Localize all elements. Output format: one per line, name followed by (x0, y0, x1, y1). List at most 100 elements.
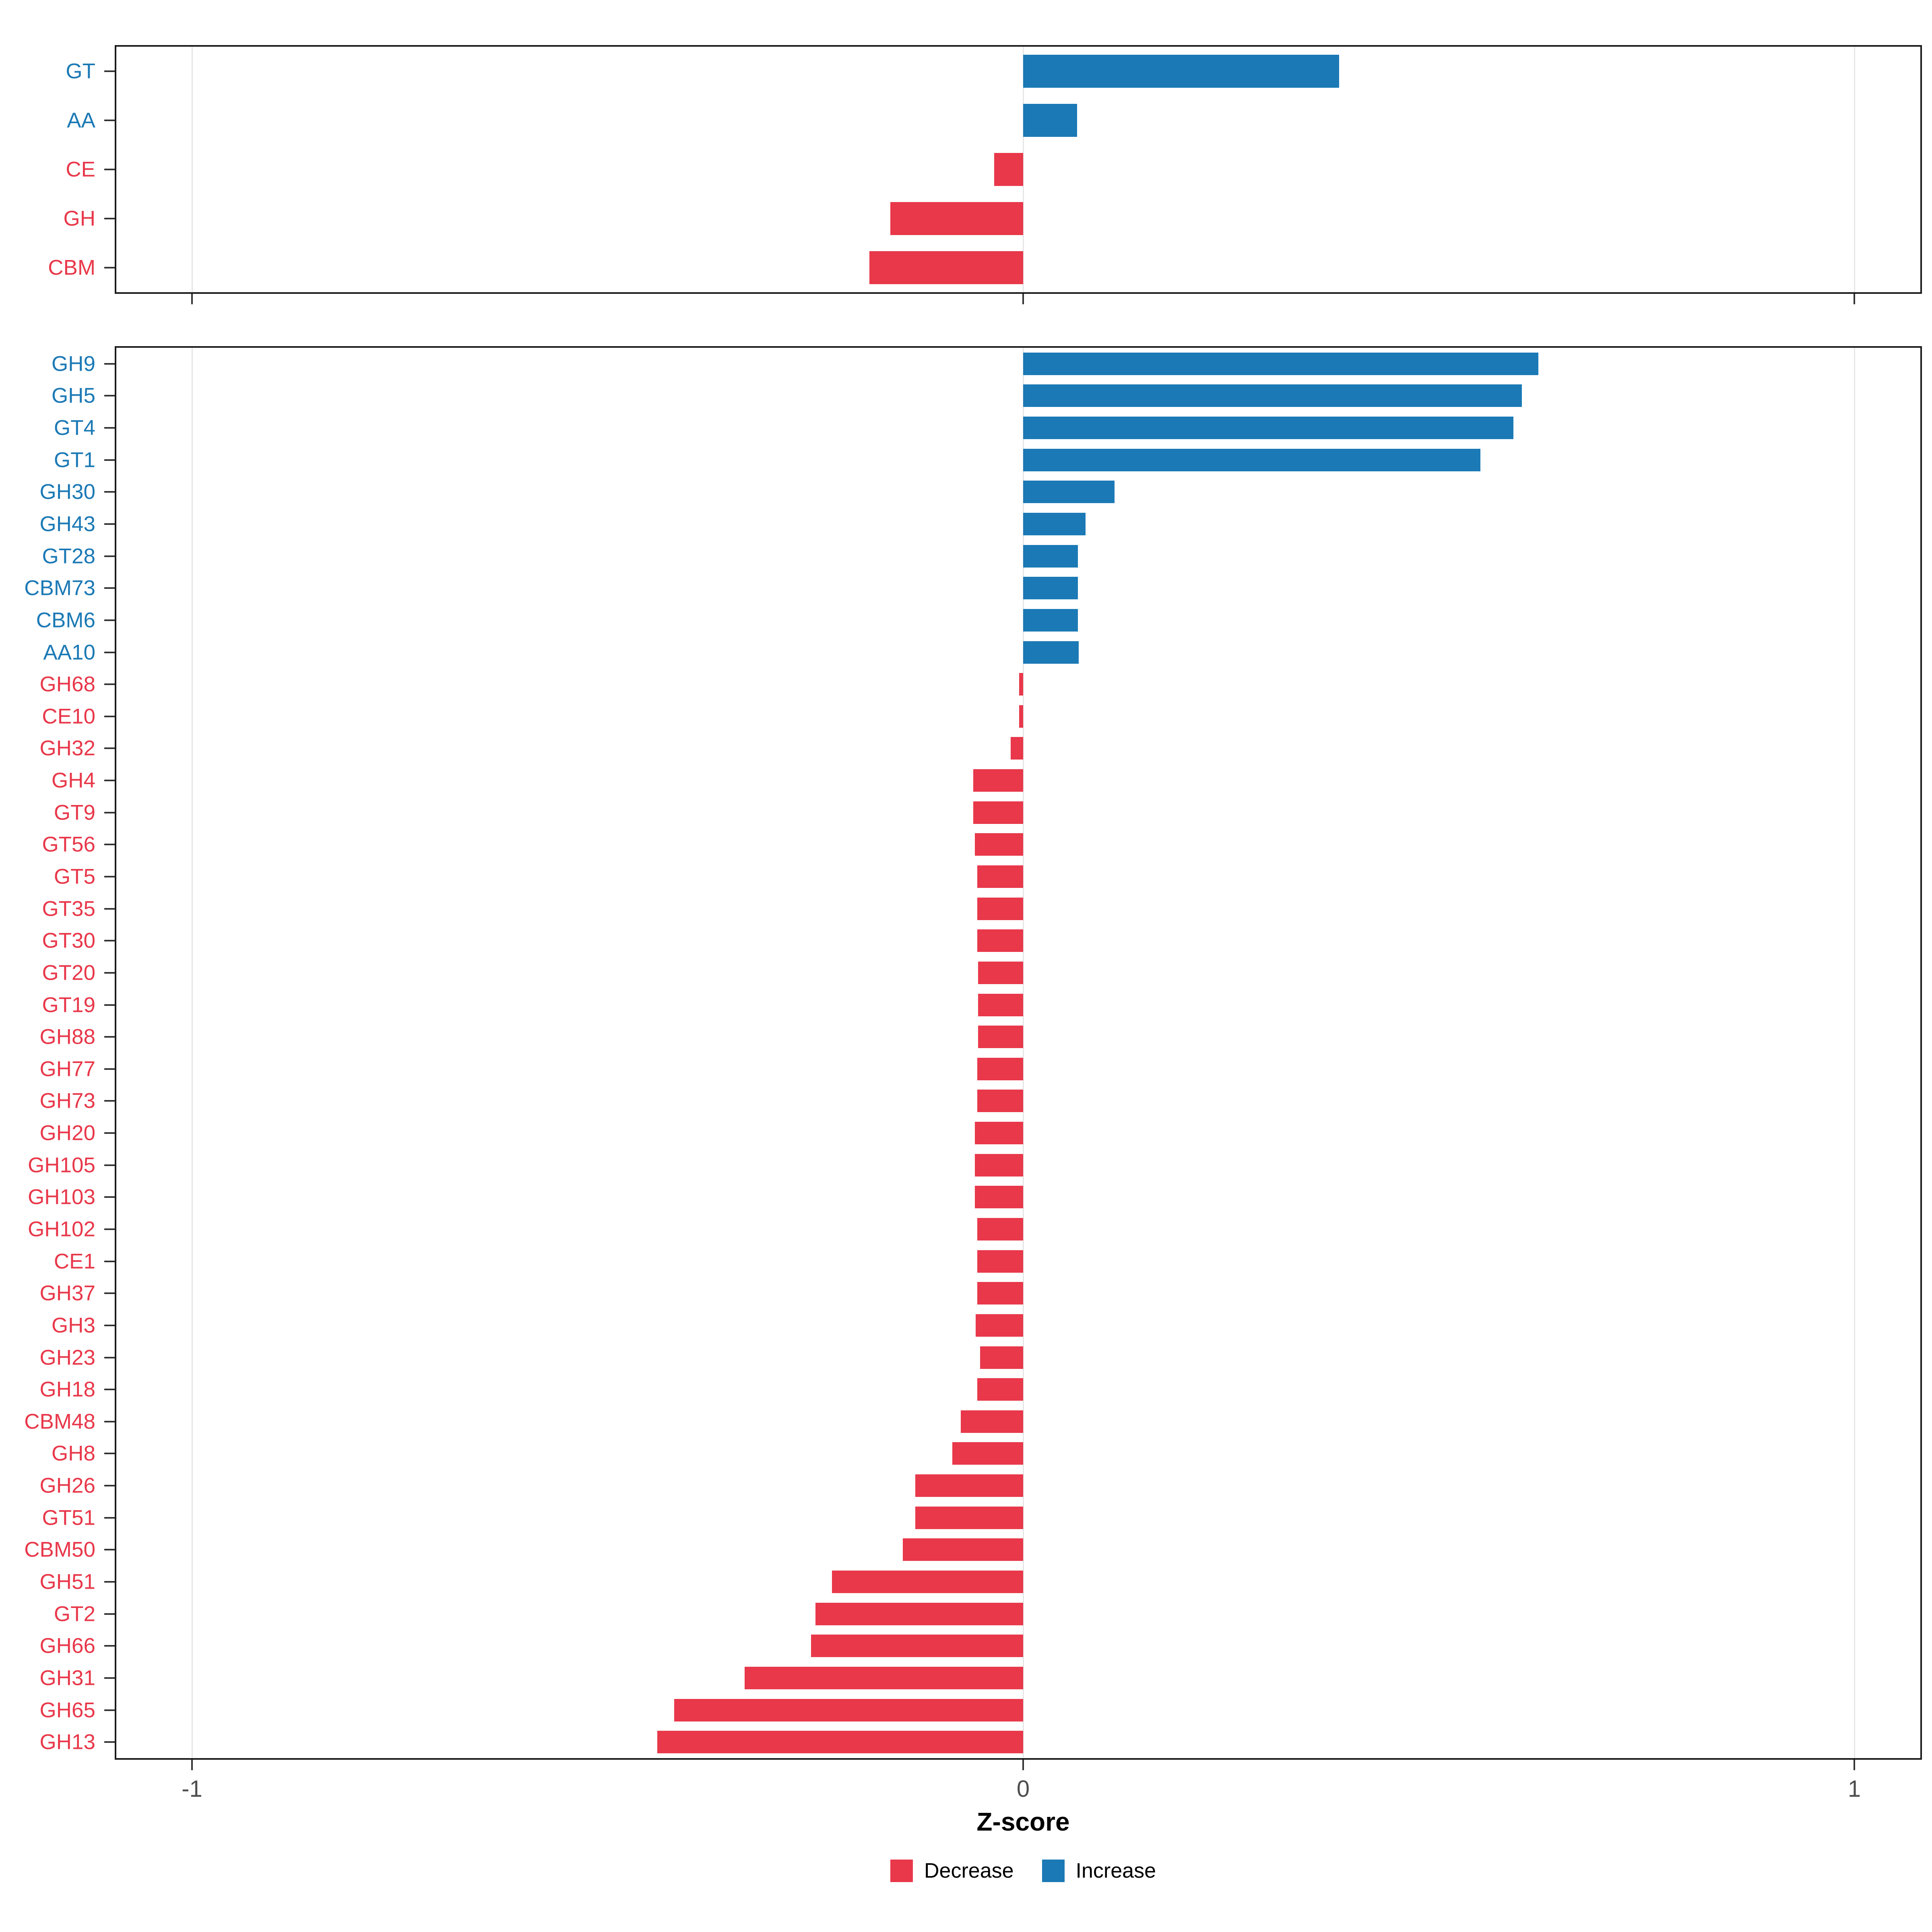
bar-CE1 (977, 1250, 1023, 1273)
bar-GH32 (1011, 737, 1023, 760)
bar-GT19 (978, 993, 1023, 1016)
y-label-GT56: GT56 (42, 832, 95, 857)
y-label-GH20: GH20 (39, 1121, 95, 1145)
y-label-GH23: GH23 (39, 1346, 95, 1370)
bar-GT20 (978, 961, 1023, 984)
y-axis-tick (104, 715, 115, 717)
panel-cazyme-families (115, 346, 1922, 1760)
bar-GH65 (674, 1699, 1023, 1721)
y-axis-tick (104, 427, 115, 429)
bar-GH51 (832, 1571, 1023, 1593)
y-axis-tick (104, 1709, 115, 1711)
legend-key-increase-swatch (1042, 1860, 1065, 1882)
y-axis-tick (104, 876, 115, 877)
y-label-GH32: GH32 (39, 736, 95, 760)
bar-GH102 (977, 1218, 1023, 1241)
y-label-GH102: GH102 (28, 1217, 95, 1241)
y-axis-tick (104, 811, 115, 813)
y-label-CE1: CE1 (54, 1249, 95, 1274)
y-axis-tick (104, 1196, 115, 1198)
x-tick-label-minus1: -1 (182, 1776, 202, 1802)
y-label-GT35: GT35 (42, 897, 95, 921)
y-label-AA10: AA10 (43, 640, 95, 665)
bar-GH3 (976, 1314, 1023, 1337)
bar-GT (1023, 55, 1339, 88)
gridline-x1 (1854, 47, 1855, 292)
y-label-GT: GT (66, 59, 95, 83)
bar-GH88 (978, 1026, 1023, 1049)
bar-GH31 (745, 1666, 1023, 1689)
bar-GH5 (1023, 384, 1522, 407)
y-label-GH3: GH3 (52, 1313, 95, 1338)
y-label-CE: CE (66, 157, 95, 182)
y-label-GH31: GH31 (39, 1666, 95, 1690)
y-axis-tick (104, 1485, 115, 1487)
gridline-x1 (1854, 348, 1855, 1758)
bar-GT2 (815, 1602, 1023, 1625)
y-label-GT30: GT30 (42, 929, 95, 953)
y-label-GH26: GH26 (39, 1474, 95, 1498)
x-axis-tick (191, 1760, 193, 1770)
x-axis-tick (191, 294, 193, 304)
y-label-GT19: GT19 (42, 993, 95, 1017)
y-axis-tick (104, 683, 115, 685)
gridline-x-1 (191, 47, 193, 292)
x-axis-tick (1022, 294, 1024, 304)
y-axis-tick (104, 395, 115, 397)
y-axis-tick (104, 780, 115, 782)
y-axis-tick (104, 908, 115, 910)
y-axis-tick (104, 747, 115, 749)
y-axis-tick (104, 619, 115, 621)
y-axis-tick (104, 1036, 115, 1038)
bar-GH18 (977, 1378, 1023, 1401)
bar-AA (1023, 104, 1077, 137)
y-axis-tick (104, 70, 115, 72)
y-label-GH68: GH68 (39, 672, 95, 696)
legend-item-decrease: Decrease (890, 1860, 1014, 1882)
y-axis-tick (104, 1453, 115, 1455)
y-label-GH4: GH4 (52, 768, 95, 793)
legend-item-increase: Increase (1042, 1860, 1156, 1882)
y-label-CBM73: CBM73 (24, 576, 95, 600)
y-label-GH: GH (63, 206, 96, 231)
bar-GT1 (1023, 448, 1480, 471)
bar-GH66 (811, 1635, 1023, 1657)
y-axis-tick (104, 1581, 115, 1583)
y-axis-tick (104, 940, 115, 942)
gridline-x-1 (191, 348, 193, 1758)
bar-GH103 (975, 1186, 1023, 1209)
y-label-AA: AA (67, 108, 95, 132)
y-axis-tick (104, 1068, 115, 1070)
bar-GH68 (1019, 673, 1023, 696)
bar-GH23 (980, 1346, 1023, 1369)
gridline-x0 (1022, 348, 1024, 1758)
bar-AA10 (1023, 641, 1079, 664)
y-axis-tick (104, 1389, 115, 1391)
y-label-GT20: GT20 (42, 961, 95, 985)
bar-GH73 (977, 1090, 1023, 1113)
y-axis-tick (104, 1645, 115, 1647)
y-label-GH77: GH77 (39, 1057, 95, 1081)
y-axis-tick (104, 1260, 115, 1262)
y-label-GH66: GH66 (39, 1634, 95, 1658)
y-axis-tick (104, 363, 115, 365)
bar-GT4 (1023, 417, 1514, 440)
y-axis-tick (104, 1228, 115, 1230)
y-label-GT5: GT5 (54, 865, 95, 889)
y-label-CBM48: CBM48 (24, 1410, 95, 1434)
y-axis-tick (104, 1004, 115, 1006)
y-label-GH8: GH8 (52, 1441, 95, 1466)
bar-CBM6 (1023, 609, 1078, 632)
y-label-GH30: GH30 (39, 480, 95, 504)
bar-CBM73 (1023, 577, 1078, 600)
bar-GT5 (977, 865, 1023, 888)
y-axis-tick (104, 972, 115, 974)
legend-key-decrease-swatch (890, 1860, 913, 1882)
bar-GH4 (973, 769, 1023, 792)
y-label-GT2: GT2 (54, 1602, 95, 1626)
legend-label-increase: Increase (1075, 1859, 1156, 1882)
y-label-GH43: GH43 (39, 512, 95, 536)
y-axis-tick (104, 1164, 115, 1166)
bar-GH105 (975, 1154, 1023, 1177)
